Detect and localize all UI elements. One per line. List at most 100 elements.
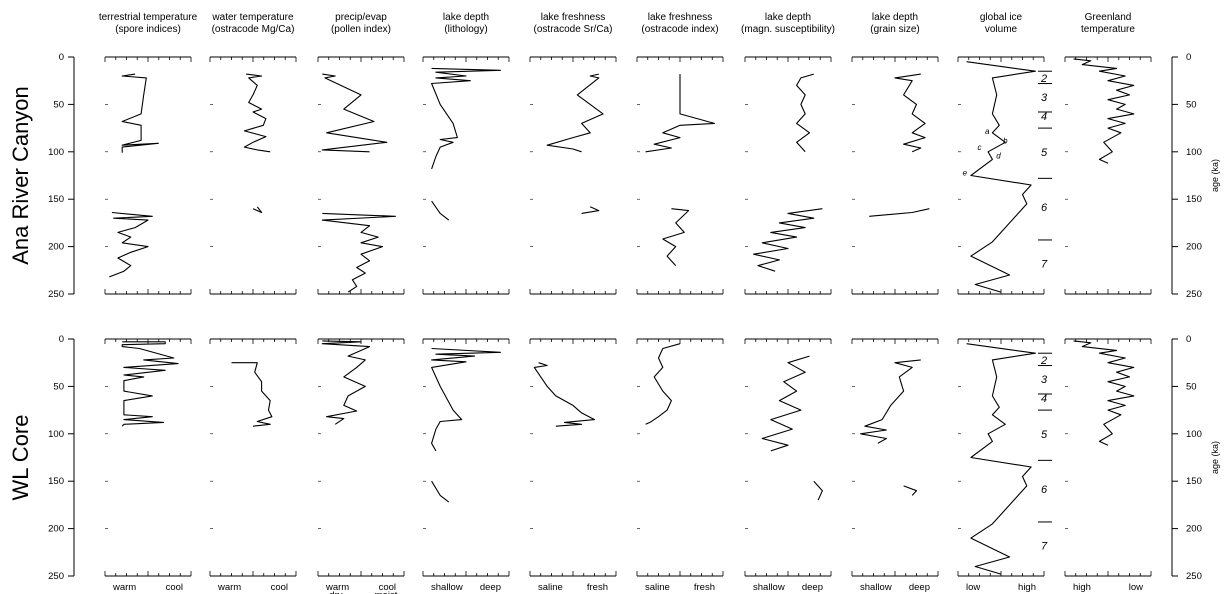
axis-endpoint-right: cool — [271, 582, 288, 593]
axis-endpoint-left: saline — [645, 582, 670, 593]
stage-label: 2 — [1040, 73, 1047, 85]
axis-endpoint-right: deep — [802, 582, 823, 593]
age-tick-label: 150 — [1186, 476, 1202, 487]
age-tick-label: 250 — [1186, 571, 1202, 582]
column-subtitle-pollen: (pollen index) — [331, 24, 391, 35]
series-line-ostidx — [645, 74, 715, 153]
stage-label: 6 — [1041, 484, 1048, 496]
axis-endpoint-right: fresh — [587, 582, 608, 593]
axis-endpoint-right-sub: moist — [375, 590, 398, 594]
column-subtitle-litho: (lithology) — [444, 24, 487, 35]
column-title-ice: global ice — [980, 12, 1023, 23]
axis-endpoint-right: low — [1129, 582, 1143, 593]
age-tick-label: 50 — [53, 99, 64, 110]
column-title-pollen: precip/evap — [335, 12, 387, 23]
axis-endpoint-left: warm — [325, 582, 349, 593]
series-line-mgca — [231, 362, 273, 427]
axis-endpoint-left: shallow — [860, 582, 892, 593]
column-title-mgca: water temperature — [211, 12, 294, 23]
substage-label: b — [1003, 136, 1008, 145]
column-subtitle-srca: (ostracode Sr/Ca) — [534, 24, 613, 35]
series-line-magsus — [796, 73, 814, 153]
series-line-srca — [546, 73, 604, 153]
row-title: Ana River Canyon — [8, 86, 33, 265]
series-line-greenland — [1073, 58, 1135, 164]
axis-endpoint-left: shallow — [431, 582, 463, 593]
stage-label: 6 — [1041, 202, 1048, 214]
age-tick-label: 150 — [1186, 194, 1202, 205]
age-tick-label: 250 — [1186, 289, 1202, 300]
series-line-srca — [581, 206, 600, 214]
series-line-pollen — [321, 73, 388, 153]
column-title-grain: lake depth — [872, 12, 918, 23]
axis-endpoint-right: high — [1018, 582, 1036, 593]
age-tick-label: 150 — [48, 476, 64, 487]
age-tick-label: 200 — [1186, 524, 1202, 535]
age-tick-label: 50 — [1186, 381, 1197, 392]
series-line-spore — [109, 211, 153, 278]
series-line-grain — [894, 73, 926, 153]
stage-label: 5 — [1041, 429, 1048, 441]
axis-endpoint-right: deep — [480, 582, 501, 593]
stage-label: 4 — [1041, 111, 1047, 123]
row-title: WL Core — [8, 415, 33, 501]
column-title-srca: lake freshness — [541, 12, 605, 23]
axis-endpoint-left: warm — [112, 582, 136, 593]
column-subtitle-magsus: (magn. susceptibility) — [741, 24, 835, 35]
series-line-magsus — [753, 208, 823, 272]
stage-label: 7 — [1041, 541, 1048, 553]
axis-endpoint-left-sub: dry — [329, 590, 342, 594]
age-axis-label: age (ka) — [1210, 441, 1220, 474]
age-tick-label: 0 — [1186, 334, 1191, 345]
series-line-greenland — [1073, 340, 1135, 446]
age-tick-label: 0 — [59, 334, 64, 345]
series-line-grain — [903, 485, 918, 496]
column-subtitle-spore: (spore indices) — [115, 24, 181, 35]
series-line-ostidx — [645, 343, 681, 425]
column-title-magsus: lake depth — [765, 12, 811, 23]
axis-endpoint-right: fresh — [694, 582, 715, 593]
age-tick-label: 0 — [1186, 52, 1191, 63]
column-subtitle-mgca: (ostracode Mg/Ca) — [212, 24, 295, 35]
series-line-spore — [121, 73, 159, 153]
age-tick-label: 100 — [1186, 429, 1202, 440]
series-line-ostidx — [662, 208, 690, 266]
stage-label: 2 — [1040, 355, 1047, 367]
column-subtitle-ostidx: (ostracode index) — [641, 24, 718, 35]
axis-endpoint-left: low — [966, 582, 980, 593]
age-tick-label: 0 — [59, 52, 64, 63]
substage-label: a — [985, 127, 990, 136]
age-tick-label: 100 — [48, 147, 64, 158]
axis-endpoint-right: cool — [166, 582, 183, 593]
substage-label: d — [996, 152, 1001, 161]
stage-label: 3 — [1041, 92, 1048, 104]
series-line-magsus — [761, 355, 810, 452]
series-line-litho — [431, 480, 450, 503]
column-title-litho: lake depth — [443, 12, 489, 23]
stage-label: 3 — [1041, 374, 1048, 386]
stage-label: 7 — [1041, 259, 1048, 271]
column-subtitle-grain: (grain size) — [870, 24, 919, 35]
axis-endpoint-left: shallow — [753, 582, 785, 593]
age-tick-label: 200 — [48, 242, 64, 253]
age-tick-label: 100 — [48, 429, 64, 440]
series-line-magsus — [813, 480, 823, 501]
age-tick-label: 200 — [48, 524, 64, 535]
column-title-greenland: Greenland — [1085, 12, 1132, 23]
series-line-ice — [966, 61, 1036, 293]
substage-label: c — [978, 143, 982, 152]
age-tick-label: 200 — [1186, 242, 1202, 253]
axis-endpoint-left: saline — [538, 582, 563, 593]
series-line-litho — [431, 347, 501, 452]
stage-label: 5 — [1041, 147, 1048, 159]
age-tick-label: 100 — [1186, 147, 1202, 158]
axis-endpoint-left: high — [1073, 582, 1091, 593]
column-title-spore: terrestrial temperature — [99, 12, 198, 23]
substage-label: e — [963, 169, 968, 178]
series-line-grain — [869, 208, 930, 217]
series-line-mgca — [252, 206, 263, 214]
series-line-litho — [431, 200, 450, 221]
column-subtitle-greenland: temperature — [1081, 24, 1135, 35]
age-tick-label: 50 — [1186, 99, 1197, 110]
